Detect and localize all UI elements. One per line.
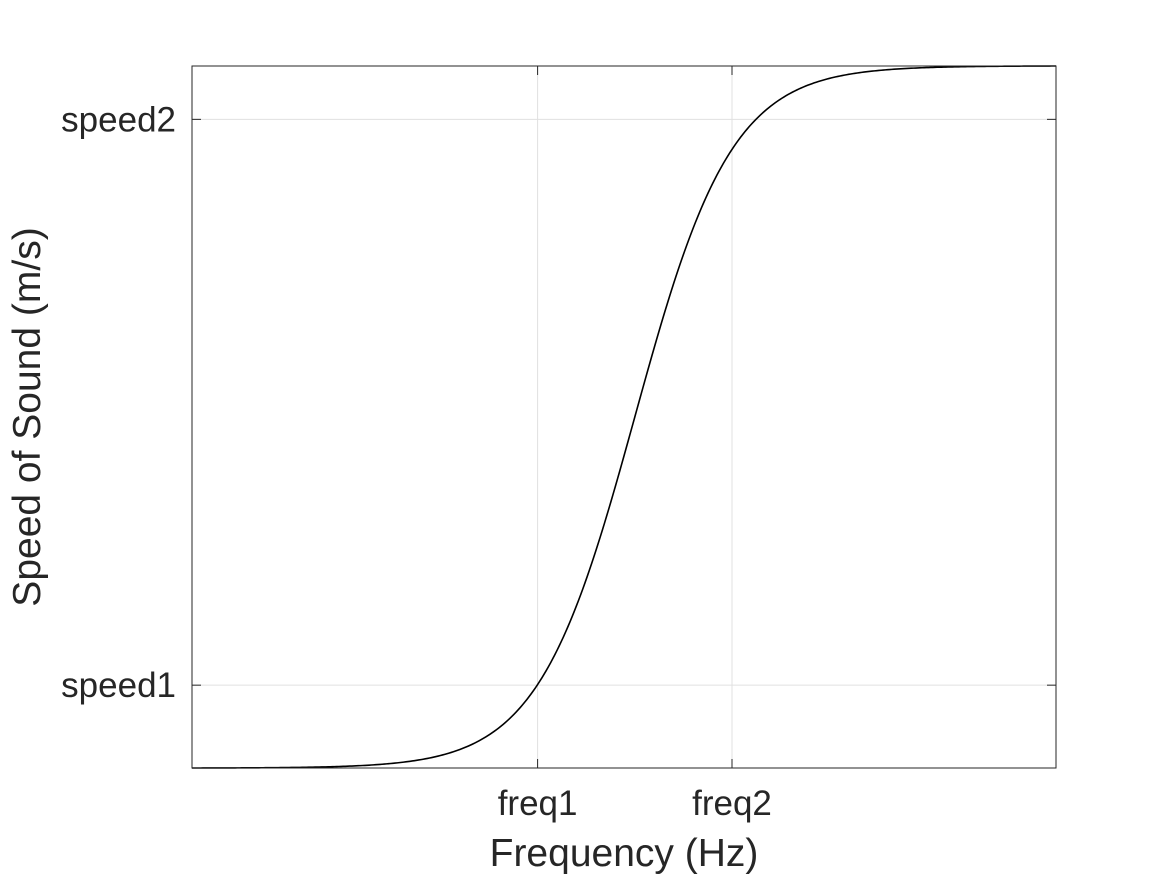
series-line-speed-of-sound [192, 65, 1057, 769]
y-tick-label: speed1 [61, 666, 176, 705]
plot-area [191, 65, 1057, 769]
x-axis-title: Frequency (Hz) [490, 832, 759, 875]
x-tick-label: freq1 [498, 784, 578, 823]
y-tick-label: speed2 [61, 100, 176, 139]
y-axis-title: Speed of Sound (m/s) [6, 227, 49, 606]
grid-lines [192, 66, 1056, 768]
x-tick-label: freq2 [692, 784, 772, 823]
axis-ticks: freq1 freq2 speed1 speed2 [61, 66, 1056, 823]
